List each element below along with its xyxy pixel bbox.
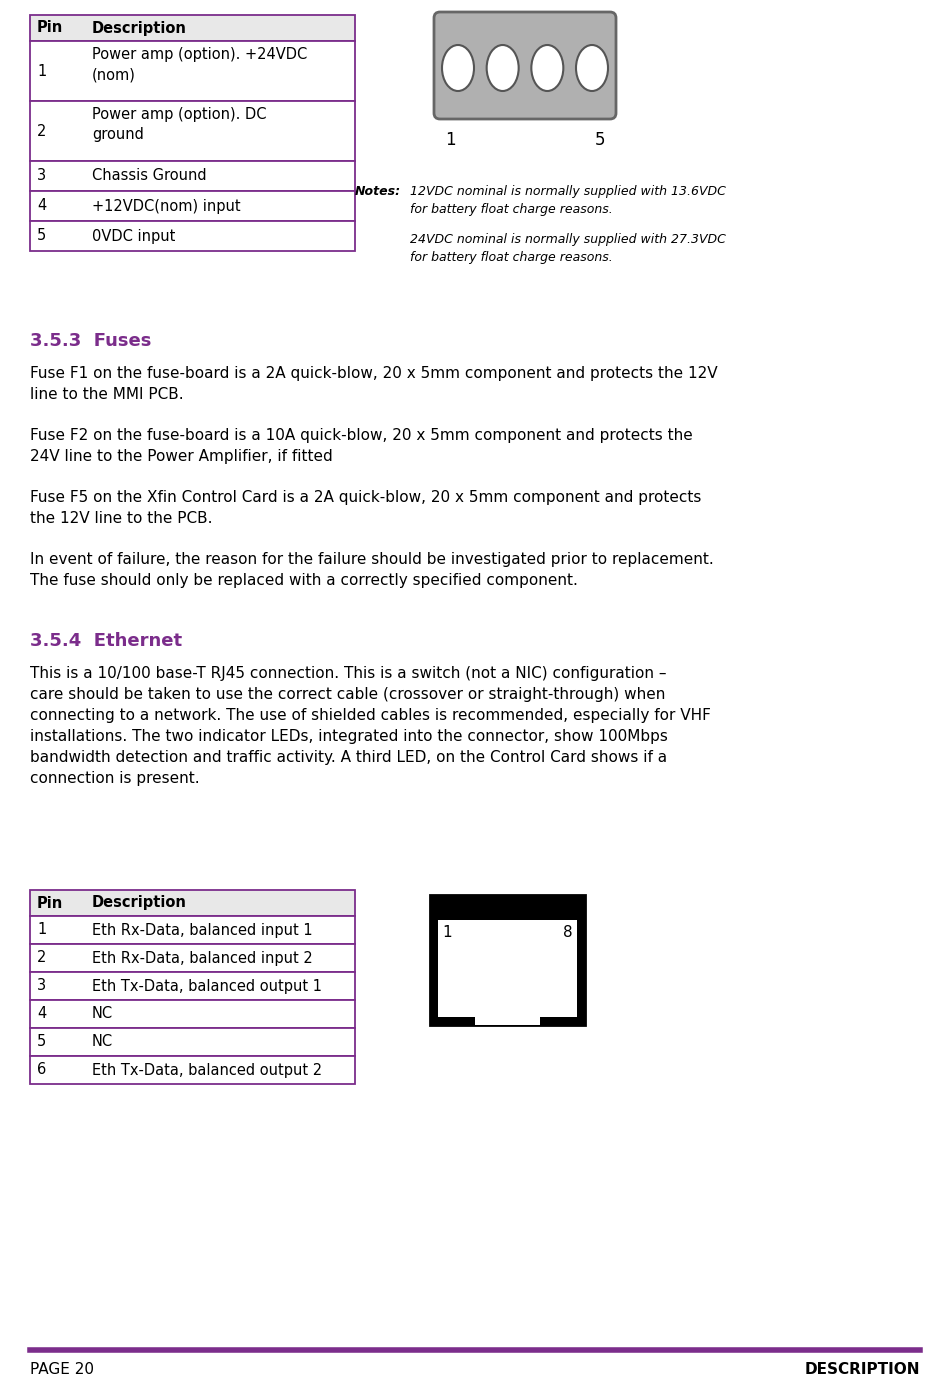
- Text: +12VDC(nom) input: +12VDC(nom) input: [92, 199, 241, 214]
- Text: 1: 1: [37, 922, 47, 938]
- Bar: [30, 972, 355, 1000]
- Bar: [30, 1056, 355, 1083]
- Text: 3.5.4  Ethernet: 3.5.4 Ethernet: [30, 632, 182, 650]
- Ellipse shape: [531, 44, 564, 92]
- Text: Eth Tx-Data, balanced output 1: Eth Tx-Data, balanced output 1: [92, 978, 322, 993]
- Ellipse shape: [487, 44, 519, 92]
- Bar: [30, 945, 355, 972]
- Bar: [474, 903, 490, 917]
- Bar: [30, 1000, 355, 1028]
- Text: Fuse F1 on the fuse-board is a 2A quick-blow, 20 x 5mm component and protects th: Fuse F1 on the fuse-board is a 2A quick-…: [30, 365, 717, 401]
- Text: Eth Rx-Data, balanced input 1: Eth Rx-Data, balanced input 1: [92, 922, 312, 938]
- Bar: [438, 903, 455, 917]
- FancyBboxPatch shape: [434, 13, 616, 119]
- Text: Fuse F2 on the fuse-board is a 10A quick-blow, 20 x 5mm component and protects t: Fuse F2 on the fuse-board is a 10A quick…: [30, 428, 693, 464]
- Bar: [30, 101, 355, 161]
- Bar: [30, 161, 355, 192]
- Text: 1: 1: [442, 925, 452, 940]
- Text: 12VDC nominal is normally supplied with 13.6VDC
for battery float charge reasons: 12VDC nominal is normally supplied with …: [410, 185, 726, 217]
- Text: 3.5.3  Fuses: 3.5.3 Fuses: [30, 332, 152, 350]
- Text: 24VDC nominal is normally supplied with 27.3VDC
for battery float charge reasons: 24VDC nominal is normally supplied with …: [410, 233, 726, 264]
- Text: Power amp (option). DC
ground: Power amp (option). DC ground: [92, 107, 267, 143]
- Text: 1: 1: [37, 64, 47, 79]
- Bar: [475, 988, 540, 1025]
- Text: Fuse F5 on the Xfin Control Card is a 2A quick-blow, 20 x 5mm component and prot: Fuse F5 on the Xfin Control Card is a 2A…: [30, 490, 701, 526]
- Text: 5: 5: [594, 131, 605, 149]
- Bar: [508, 903, 525, 917]
- Text: PAGE 20: PAGE 20: [30, 1363, 94, 1376]
- Text: Chassis Ground: Chassis Ground: [92, 168, 207, 183]
- Bar: [30, 1028, 355, 1056]
- Text: NC: NC: [92, 1035, 113, 1050]
- Text: 6: 6: [37, 1063, 47, 1078]
- Text: 3: 3: [37, 168, 47, 183]
- Bar: [438, 920, 577, 1017]
- Text: Description: Description: [92, 21, 187, 36]
- Text: This is a 10/100 base-T RJ45 connection. This is a switch (not a NIC) configurat: This is a 10/100 base-T RJ45 connection.…: [30, 665, 711, 786]
- Text: 8: 8: [564, 925, 573, 940]
- Bar: [526, 903, 542, 917]
- Ellipse shape: [442, 44, 474, 92]
- Text: Power amp (option). +24VDC
(nom): Power amp (option). +24VDC (nom): [92, 47, 307, 82]
- Bar: [456, 903, 473, 917]
- Bar: [30, 192, 355, 221]
- Text: Description: Description: [92, 896, 187, 911]
- Text: Notes:: Notes:: [355, 185, 401, 199]
- Bar: [543, 903, 559, 917]
- Text: 4: 4: [37, 199, 47, 214]
- Bar: [30, 42, 355, 101]
- Text: In event of failure, the reason for the failure should be investigated prior to : In event of failure, the reason for the …: [30, 551, 714, 588]
- Text: NC: NC: [92, 1007, 113, 1021]
- Text: Eth Rx-Data, balanced input 2: Eth Rx-Data, balanced input 2: [92, 950, 313, 965]
- Text: Pin: Pin: [37, 896, 64, 911]
- Bar: [430, 895, 585, 1025]
- Text: 0VDC input: 0VDC input: [92, 229, 176, 243]
- Text: 2: 2: [37, 950, 47, 965]
- Bar: [560, 903, 576, 917]
- Text: 4: 4: [37, 1007, 47, 1021]
- Ellipse shape: [576, 44, 608, 92]
- Bar: [30, 915, 355, 945]
- Text: Pin: Pin: [37, 21, 64, 36]
- Text: DESCRIPTION: DESCRIPTION: [805, 1363, 920, 1376]
- Text: Eth Tx-Data, balanced output 2: Eth Tx-Data, balanced output 2: [92, 1063, 322, 1078]
- Text: 5: 5: [37, 1035, 47, 1050]
- Bar: [30, 15, 355, 42]
- Text: 3: 3: [37, 978, 47, 993]
- Bar: [491, 903, 507, 917]
- Bar: [30, 221, 355, 251]
- Text: 5: 5: [37, 229, 47, 243]
- Text: 1: 1: [445, 131, 456, 149]
- Bar: [30, 890, 355, 915]
- Text: 2: 2: [37, 124, 47, 139]
